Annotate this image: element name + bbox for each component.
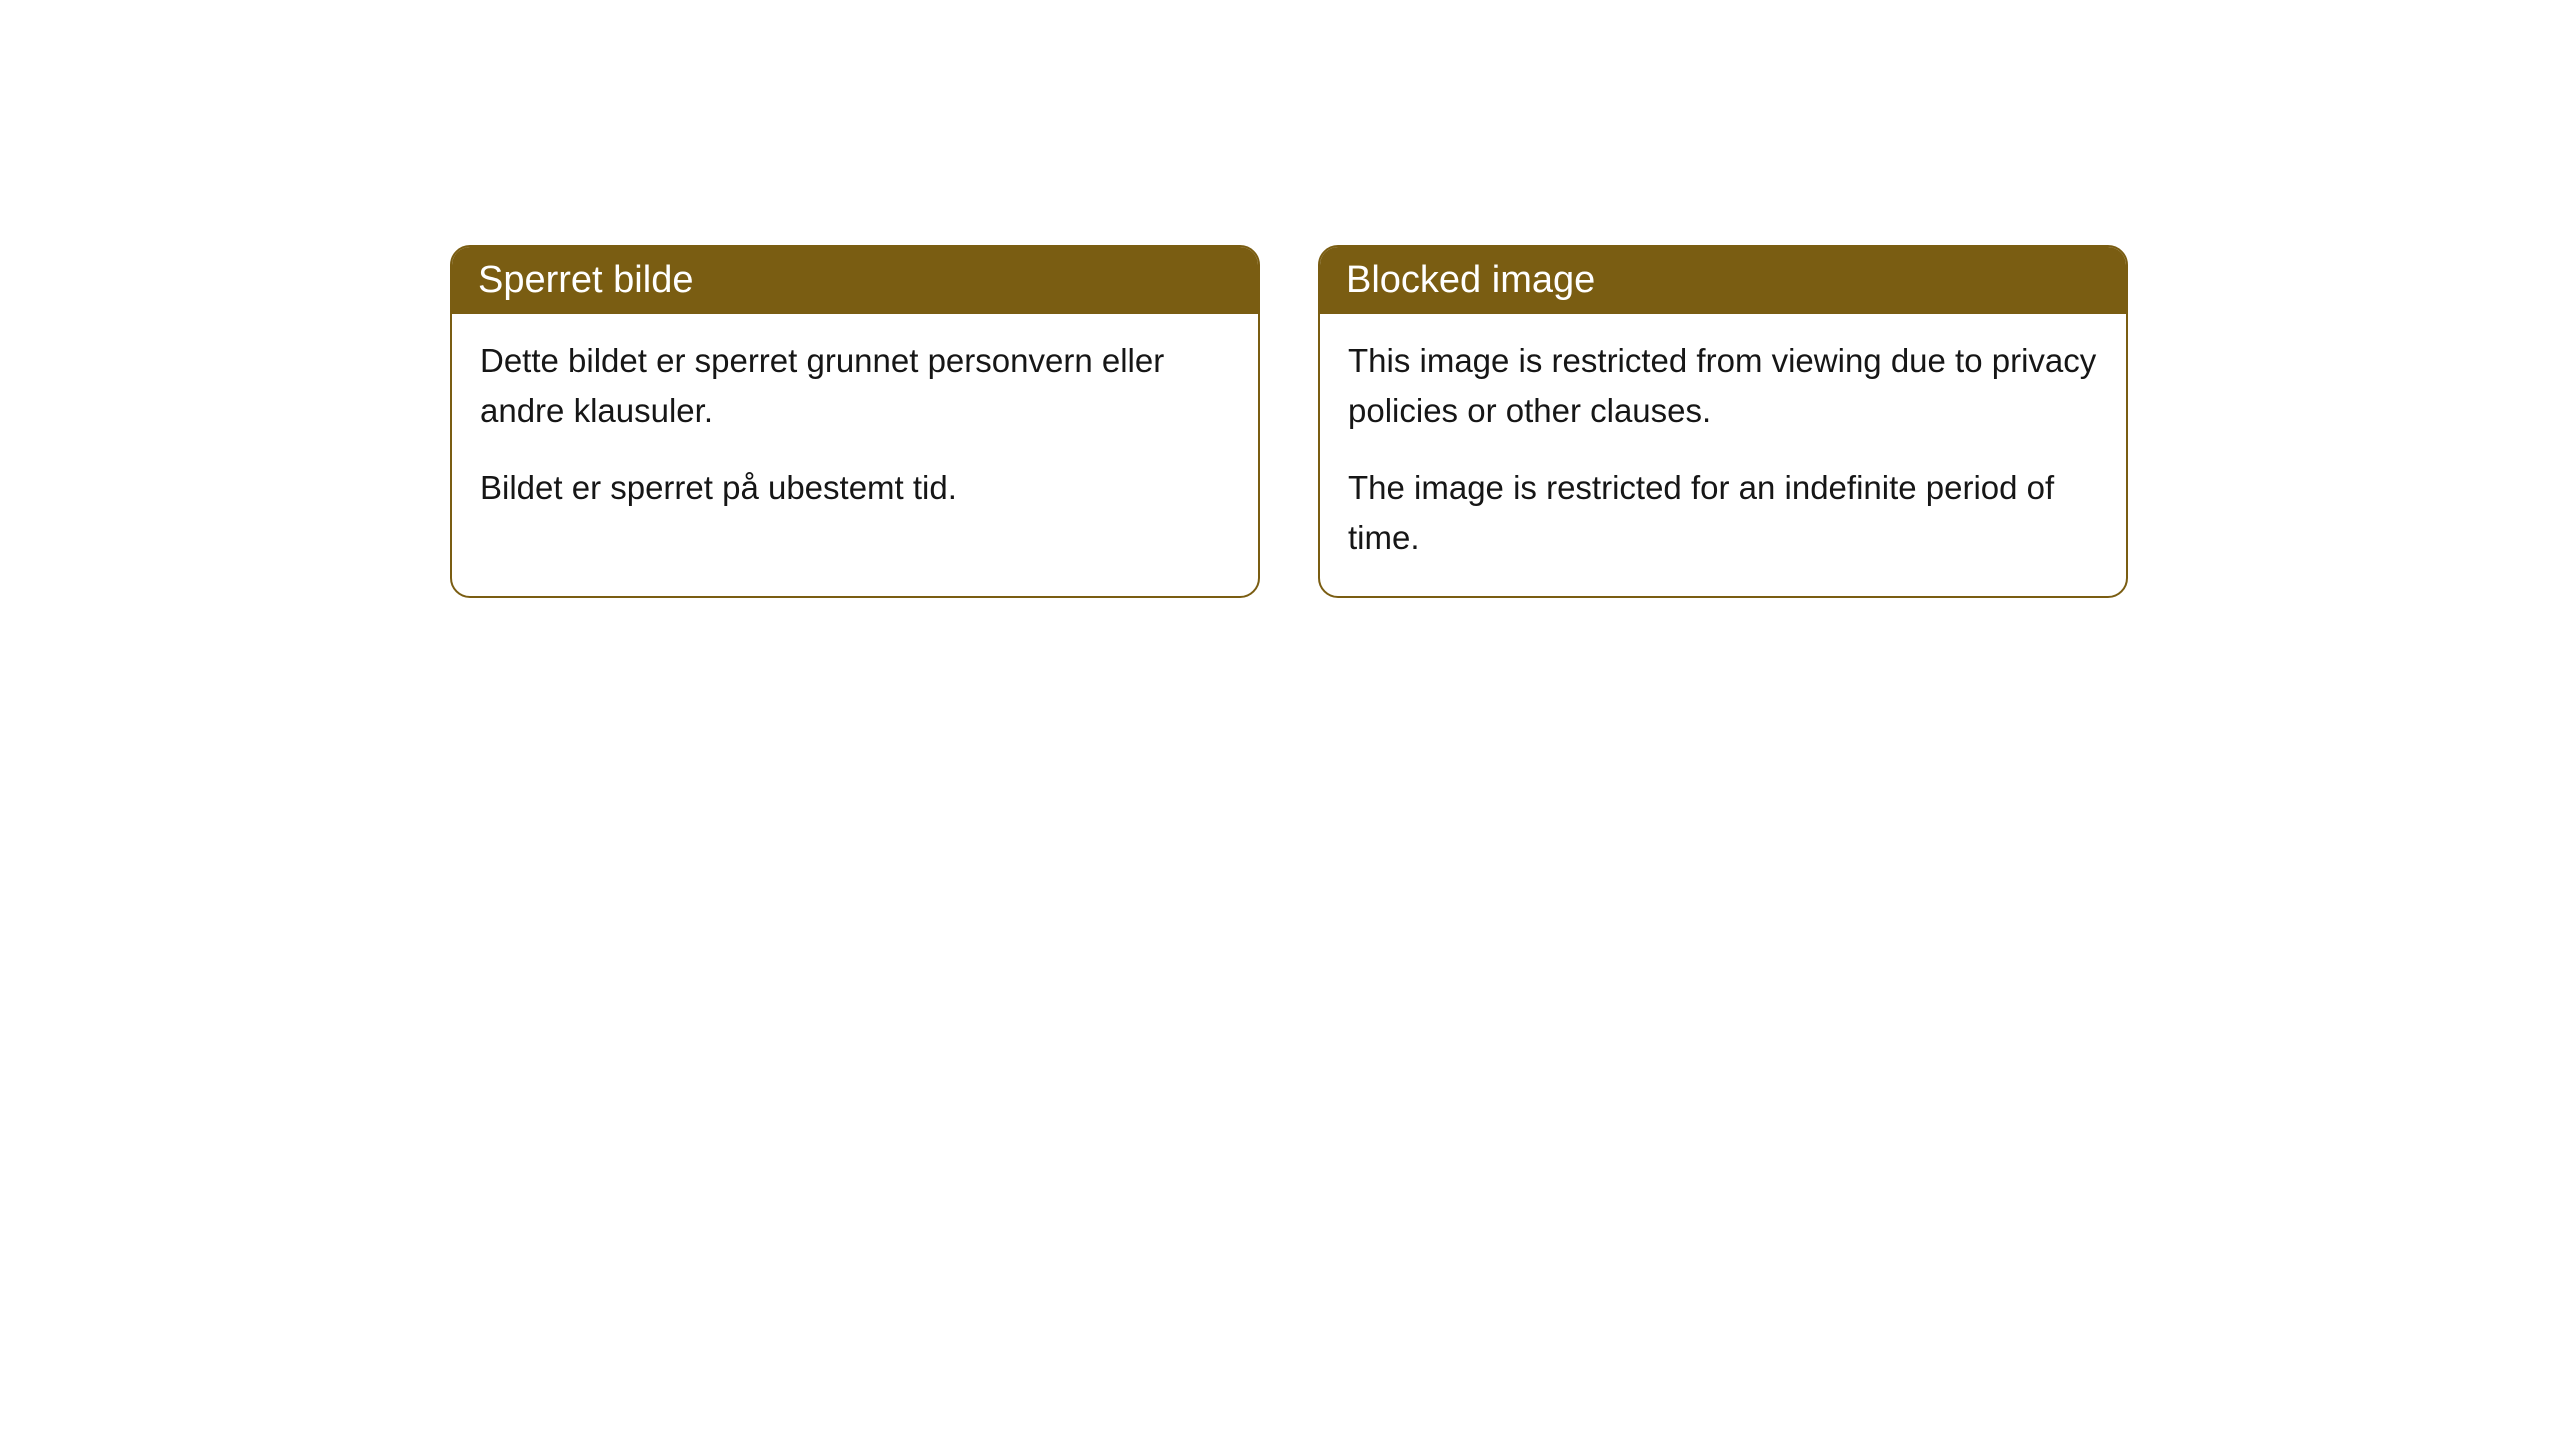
card-body-no: Dette bildet er sperret grunnet personve… bbox=[452, 314, 1258, 547]
cards-container: Sperret bilde Dette bildet er sperret gr… bbox=[0, 0, 2560, 598]
card-text-en-2: The image is restricted for an indefinit… bbox=[1348, 463, 2098, 562]
blocked-image-card-no: Sperret bilde Dette bildet er sperret gr… bbox=[450, 245, 1260, 598]
blocked-image-card-en: Blocked image This image is restricted f… bbox=[1318, 245, 2128, 598]
card-header-en: Blocked image bbox=[1320, 247, 2126, 314]
card-header-no: Sperret bilde bbox=[452, 247, 1258, 314]
card-text-no-2: Bildet er sperret på ubestemt tid. bbox=[480, 463, 1230, 513]
card-body-en: This image is restricted from viewing du… bbox=[1320, 314, 2126, 596]
card-text-en-1: This image is restricted from viewing du… bbox=[1348, 336, 2098, 435]
card-text-no-1: Dette bildet er sperret grunnet personve… bbox=[480, 336, 1230, 435]
